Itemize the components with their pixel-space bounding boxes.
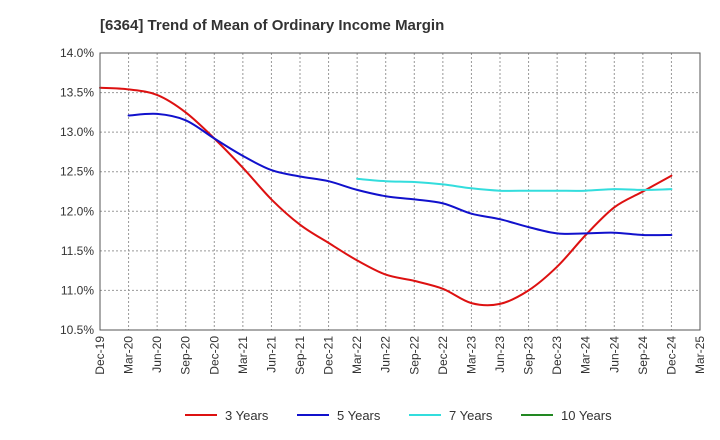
series-line-3-years xyxy=(99,86,673,307)
y-tick-label: 10.5% xyxy=(60,323,94,337)
series-line-5-years xyxy=(127,112,673,237)
grid-lines xyxy=(100,53,700,330)
x-tick-label: Jun-24 xyxy=(607,336,621,373)
x-tick-label: Mar-25 xyxy=(693,336,707,374)
x-tick-label: Sep-20 xyxy=(179,336,193,375)
x-tick-label: Mar-24 xyxy=(579,336,593,374)
x-axis-ticks: Dec-19 Mar-20 Jun-20 Sep-20 Dec-20 Mar-21 Jun-… xyxy=(93,336,707,375)
x-tick-label: Mar-20 xyxy=(122,336,136,374)
x-tick-label: Dec-24 xyxy=(664,336,678,375)
legend-label-10-years: 10 Years xyxy=(561,408,612,423)
x-tick-label: Jun-21 xyxy=(264,336,278,373)
x-tick-label: Sep-22 xyxy=(407,336,421,375)
series-lines xyxy=(99,86,673,307)
y-tick-label: 12.5% xyxy=(60,165,94,179)
x-tick-label: Sep-24 xyxy=(636,336,650,375)
x-tick-label: Jun-20 xyxy=(150,336,164,373)
x-tick-label: Jun-22 xyxy=(379,336,393,373)
legend: 3 Years 5 Years 7 Years 10 Years xyxy=(185,408,612,423)
x-tick-label: Dec-19 xyxy=(93,336,107,375)
x-tick-label: Jun-23 xyxy=(493,336,507,373)
y-tick-label: 14.0% xyxy=(60,46,94,60)
y-axis-ticks: 10.5% 11.0% 11.5% 12.0% 12.5% 13.0% 13.5% 14.0% xyxy=(60,46,94,337)
y-tick-label: 11.0% xyxy=(61,283,94,297)
x-tick-label: Mar-21 xyxy=(236,336,250,374)
x-tick-label: Dec-20 xyxy=(207,336,221,375)
x-tick-label: Mar-22 xyxy=(350,336,364,374)
legend-label-7-years: 7 Years xyxy=(449,408,493,423)
x-tick-label: Dec-21 xyxy=(322,336,336,375)
x-tick-label: Dec-22 xyxy=(436,336,450,375)
x-tick-label: Mar-23 xyxy=(464,336,478,374)
x-tick-label: Sep-21 xyxy=(293,336,307,375)
series-line-7-years xyxy=(356,177,673,192)
legend-label-3-years: 3 Years xyxy=(225,408,269,423)
y-tick-label: 13.5% xyxy=(60,86,94,100)
chart-title: [6364] Trend of Mean of Ordinary Income … xyxy=(100,17,444,34)
plot-frame xyxy=(99,52,701,331)
x-tick-label: Dec-23 xyxy=(550,336,564,375)
legend-label-5-years: 5 Years xyxy=(337,408,381,423)
y-tick-label: 11.5% xyxy=(61,244,94,258)
y-tick-label: 13.0% xyxy=(60,125,94,139)
y-tick-label: 12.0% xyxy=(60,204,94,218)
x-tick-label: Sep-23 xyxy=(522,336,536,375)
